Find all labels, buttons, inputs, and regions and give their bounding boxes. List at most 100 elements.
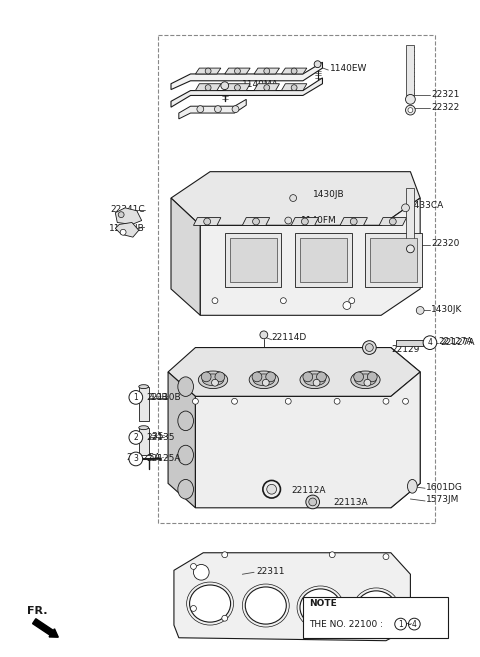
Bar xyxy=(407,45,414,95)
Ellipse shape xyxy=(304,374,325,386)
Polygon shape xyxy=(174,553,410,641)
Polygon shape xyxy=(115,208,142,225)
Text: 22113A: 22113A xyxy=(333,499,368,507)
Circle shape xyxy=(129,452,143,466)
Polygon shape xyxy=(229,238,276,282)
Bar xyxy=(396,340,423,346)
Circle shape xyxy=(362,341,376,354)
Text: 22321: 22321 xyxy=(431,90,459,99)
Circle shape xyxy=(221,81,228,89)
Circle shape xyxy=(129,390,143,404)
Polygon shape xyxy=(171,198,200,315)
Circle shape xyxy=(350,218,357,225)
Circle shape xyxy=(197,106,204,112)
Circle shape xyxy=(402,204,409,212)
Text: 1: 1 xyxy=(133,393,138,402)
Text: 22320: 22320 xyxy=(431,240,459,248)
Ellipse shape xyxy=(249,371,278,388)
Circle shape xyxy=(291,85,297,91)
Ellipse shape xyxy=(178,445,193,464)
Text: 22125A: 22125A xyxy=(146,455,181,463)
Polygon shape xyxy=(391,348,420,508)
Polygon shape xyxy=(195,372,420,508)
Circle shape xyxy=(395,618,407,630)
Ellipse shape xyxy=(178,411,193,430)
Circle shape xyxy=(231,398,238,404)
Text: 22112A: 22112A xyxy=(291,486,326,495)
Circle shape xyxy=(291,68,297,74)
Polygon shape xyxy=(171,78,323,107)
Text: FR.: FR. xyxy=(27,606,48,616)
Circle shape xyxy=(191,564,196,570)
Circle shape xyxy=(252,372,262,382)
Circle shape xyxy=(354,372,363,382)
Polygon shape xyxy=(340,217,367,225)
Text: 22125A: 22125A xyxy=(127,453,161,463)
Circle shape xyxy=(407,245,414,253)
Circle shape xyxy=(266,372,276,382)
Circle shape xyxy=(235,85,240,91)
Text: 22322: 22322 xyxy=(431,102,459,112)
Text: 2: 2 xyxy=(133,433,138,442)
Text: 1140MA: 1140MA xyxy=(242,80,279,89)
Circle shape xyxy=(309,498,317,506)
Circle shape xyxy=(280,298,286,304)
Circle shape xyxy=(317,372,326,382)
Ellipse shape xyxy=(408,480,417,493)
Ellipse shape xyxy=(198,371,228,388)
Polygon shape xyxy=(379,217,407,225)
Circle shape xyxy=(408,108,413,112)
Polygon shape xyxy=(225,233,281,287)
Polygon shape xyxy=(168,348,420,396)
Text: 4: 4 xyxy=(412,620,417,629)
Text: 22110B: 22110B xyxy=(133,393,168,402)
Circle shape xyxy=(285,217,292,224)
Text: THE NO. 22100 :: THE NO. 22100 : xyxy=(309,620,383,629)
Circle shape xyxy=(365,344,373,351)
Text: 1: 1 xyxy=(398,620,403,629)
Polygon shape xyxy=(281,83,307,91)
Text: 22129: 22129 xyxy=(392,345,420,354)
Circle shape xyxy=(193,564,209,580)
Polygon shape xyxy=(115,223,139,237)
Polygon shape xyxy=(242,217,270,225)
Circle shape xyxy=(367,372,377,382)
Bar xyxy=(139,428,148,455)
Ellipse shape xyxy=(356,591,397,628)
Circle shape xyxy=(215,106,221,112)
Text: 1140HB: 1140HB xyxy=(109,224,144,233)
Circle shape xyxy=(403,398,408,404)
Circle shape xyxy=(383,554,389,560)
Text: 1140FM: 1140FM xyxy=(301,216,336,225)
Ellipse shape xyxy=(178,377,193,396)
Bar xyxy=(407,189,414,245)
Circle shape xyxy=(406,105,415,115)
Text: 22135: 22135 xyxy=(146,433,175,442)
Circle shape xyxy=(329,552,335,558)
Circle shape xyxy=(212,379,218,386)
Circle shape xyxy=(129,430,143,444)
Polygon shape xyxy=(195,68,221,74)
Polygon shape xyxy=(295,233,352,287)
Ellipse shape xyxy=(245,587,286,624)
Circle shape xyxy=(192,398,198,404)
Polygon shape xyxy=(371,238,417,282)
Polygon shape xyxy=(281,68,307,74)
Polygon shape xyxy=(225,83,250,91)
Circle shape xyxy=(215,372,225,382)
Bar xyxy=(303,597,447,638)
Ellipse shape xyxy=(190,585,230,622)
Circle shape xyxy=(303,372,312,382)
Text: ~: ~ xyxy=(404,620,411,629)
Ellipse shape xyxy=(202,374,224,386)
Circle shape xyxy=(232,106,239,112)
Text: 1430JK: 1430JK xyxy=(431,305,462,314)
Circle shape xyxy=(285,398,291,404)
Polygon shape xyxy=(254,83,279,91)
Text: 1433CA: 1433CA xyxy=(409,201,444,210)
Polygon shape xyxy=(193,217,221,225)
Polygon shape xyxy=(195,83,221,91)
Circle shape xyxy=(201,372,211,382)
Circle shape xyxy=(263,379,269,386)
Circle shape xyxy=(364,379,371,386)
